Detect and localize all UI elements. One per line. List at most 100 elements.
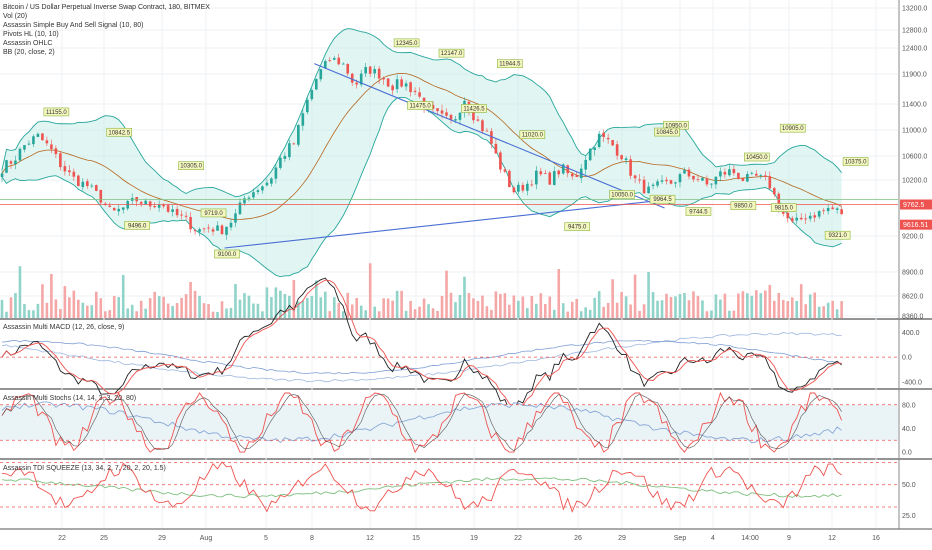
pivot-high-label-box xyxy=(654,127,680,137)
candle-body xyxy=(355,82,359,85)
volume-bar xyxy=(445,270,448,318)
volume-bar xyxy=(292,279,296,318)
study-buy-sell[interactable]: Assassin Simple Buy And Sell Signal (10,… xyxy=(3,22,144,29)
macd-pane-label[interactable]: Assassin Multi MACD (12, 26, close, 9) xyxy=(3,324,125,331)
volume-bar xyxy=(705,311,709,318)
candle-body xyxy=(746,174,749,182)
time-tick-label: 25 xyxy=(100,535,108,542)
volume-bar xyxy=(41,284,44,318)
candle-body xyxy=(683,170,686,174)
candle-body xyxy=(90,185,94,187)
volume-bar xyxy=(611,279,614,318)
volume-bar xyxy=(36,303,40,318)
volume-bar xyxy=(413,309,417,318)
volume-bar xyxy=(584,307,587,318)
candle-body xyxy=(840,209,843,215)
candle-body xyxy=(813,215,816,218)
candle-body xyxy=(647,186,650,194)
volume-bar xyxy=(624,296,628,318)
candle-body xyxy=(781,210,785,214)
volume-bar xyxy=(557,269,561,318)
oscillator-tick-label: 50.0 xyxy=(902,482,916,489)
volume-bar xyxy=(112,296,116,318)
candle-body xyxy=(503,169,507,172)
candle-body xyxy=(108,205,112,207)
candle-body xyxy=(328,60,332,61)
macd-pane[interactable] xyxy=(0,277,898,413)
oscillator-tick-label: 25.0 xyxy=(902,513,916,520)
pivot-low-label-box xyxy=(685,207,712,216)
pivot-low-label-box xyxy=(200,208,227,218)
pivot-low-label-box xyxy=(564,222,591,231)
volume-bar xyxy=(665,293,668,318)
oscillator-tick-label: 40.0 xyxy=(902,426,916,433)
study-bb[interactable]: BB (20, close, 2) xyxy=(3,49,55,56)
volume-bar xyxy=(216,311,219,318)
volume-bar xyxy=(54,299,58,318)
stoch-d-line xyxy=(1,393,842,452)
candle-body xyxy=(229,222,233,228)
time-tick-label: 14:00 xyxy=(741,535,759,542)
tdi-pane[interactable] xyxy=(0,461,898,513)
volume-bar xyxy=(719,299,722,318)
time-tick-label: 12 xyxy=(828,535,836,542)
candle-body xyxy=(193,230,197,232)
volume-bar xyxy=(526,308,529,318)
volume-bar xyxy=(220,301,224,318)
stoch-pane-label[interactable]: Assassin Multi Stochs (14, 14, 3, 3, 20,… xyxy=(3,395,137,402)
candle-body xyxy=(561,164,565,174)
price-pane[interactable]: 11155.0 10842.5 10305.0 12345.0 12147.0 11944… xyxy=(0,28,898,278)
candle-body xyxy=(822,210,825,212)
volume-bar xyxy=(283,293,287,318)
candle-body xyxy=(741,178,745,181)
candle-body xyxy=(184,215,188,217)
volume-bar xyxy=(764,290,767,318)
candle-body xyxy=(705,178,709,185)
pivot-low-label: 9850.0 xyxy=(734,204,753,210)
candle-body xyxy=(508,170,511,188)
volume-bar xyxy=(543,304,547,318)
volume-bar xyxy=(198,295,201,318)
volume-bar xyxy=(32,310,35,318)
candle-body xyxy=(750,172,754,174)
volume-bar xyxy=(485,306,489,318)
volume-bar xyxy=(279,290,282,318)
volume-bar xyxy=(431,308,435,318)
price-tick-label: 11000.0 xyxy=(902,128,927,135)
candle-body xyxy=(597,133,601,147)
candle-body xyxy=(166,205,170,212)
symbol-title[interactable]: Bitcoin / US Dollar Perpetual Inverse Sw… xyxy=(3,4,210,11)
tdi-pane-label[interactable]: Assassin TDI SQUEEZE (13, 34, 2, 7, 20, … xyxy=(3,465,166,472)
volume-bar xyxy=(0,299,4,318)
volume-bar xyxy=(90,305,94,318)
volume-bar xyxy=(755,290,758,318)
pivot-low-label: 9496.0 xyxy=(128,223,147,229)
price-tick-label: 11900.0 xyxy=(902,72,927,79)
volume-bar xyxy=(108,310,112,318)
candle-body xyxy=(310,90,314,100)
stoch-pane[interactable] xyxy=(0,391,898,454)
price-tick-label: 8900.0 xyxy=(902,270,924,277)
candle-body xyxy=(72,171,76,177)
candle-body xyxy=(557,170,561,175)
study-pivots[interactable]: Pivots HL (10, 10) xyxy=(3,31,59,38)
candle-body xyxy=(777,193,781,210)
volume-bar xyxy=(552,309,556,318)
candle-body xyxy=(346,63,350,74)
study-vol[interactable]: Vol (20) xyxy=(3,13,28,20)
candle-body xyxy=(584,159,587,170)
candle-body xyxy=(211,229,215,232)
study-ohlc[interactable]: Assassin OHLC xyxy=(3,40,53,47)
candle-body xyxy=(189,217,192,230)
pivot-high-label-box xyxy=(43,107,70,117)
volume-bar xyxy=(350,304,354,318)
pivot-low-label: 11426.5 xyxy=(463,106,485,112)
volume-bar xyxy=(319,297,323,318)
volume-bar xyxy=(45,302,49,318)
volume-bar xyxy=(687,300,691,318)
volume-bar xyxy=(517,300,520,318)
volume-bar xyxy=(840,301,843,318)
pivot-high-label: 10845.0 xyxy=(656,130,678,136)
candle-body xyxy=(315,79,318,90)
